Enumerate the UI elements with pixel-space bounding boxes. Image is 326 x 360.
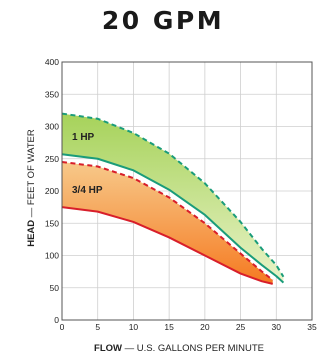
x-tick-label: 25 <box>236 322 246 332</box>
y-tick-label: 350 <box>45 89 59 99</box>
x-tick-label: 20 <box>200 322 210 332</box>
x-tick-label: 35 <box>307 322 317 332</box>
y-tick-label: 100 <box>45 251 59 261</box>
y-tick-label: 400 <box>45 57 59 67</box>
series-label-3-4hp: 3/4 HP <box>72 185 103 196</box>
band-area <box>62 113 284 283</box>
x-tick-label: 5 <box>95 322 100 332</box>
y-tick-label: 0 <box>54 315 59 325</box>
band-area <box>62 161 273 284</box>
series-label-1hp: 1 HP <box>72 132 95 143</box>
y-axis-label-rest: — FEET OF WATER <box>26 129 37 220</box>
band-lower-curve <box>61 153 285 284</box>
chart-title: 20 GPM <box>101 6 225 35</box>
band-upper-curve <box>61 160 274 281</box>
y-tick-label: 200 <box>45 186 59 196</box>
plot-frame <box>61 61 313 321</box>
series-bands <box>61 112 285 285</box>
y-axis-label: HEAD — FEET OF WATER <box>26 129 37 247</box>
x-tick-label: 10 <box>129 322 139 332</box>
plot-border <box>61 61 313 321</box>
y-tick-label: 150 <box>45 218 59 228</box>
x-axis-label: FLOW — U.S. GALLONS PER MINUTE <box>94 343 264 354</box>
x-tick-label: 0 <box>60 322 65 332</box>
x-tick-label: 30 <box>272 322 282 332</box>
y-tick-label: 250 <box>45 154 59 164</box>
y-axis-label-bold: HEAD <box>26 220 37 247</box>
band-upper-curve <box>61 112 285 278</box>
x-axis-label-bold: FLOW <box>94 343 122 354</box>
x-tick-label: 15 <box>164 322 174 332</box>
y-tick-label: 300 <box>45 122 59 132</box>
band-lower-curve <box>61 206 273 285</box>
y-tick-label: 50 <box>50 283 60 293</box>
x-axis-label-rest: — U.S. GALLONS PER MINUTE <box>122 343 264 354</box>
